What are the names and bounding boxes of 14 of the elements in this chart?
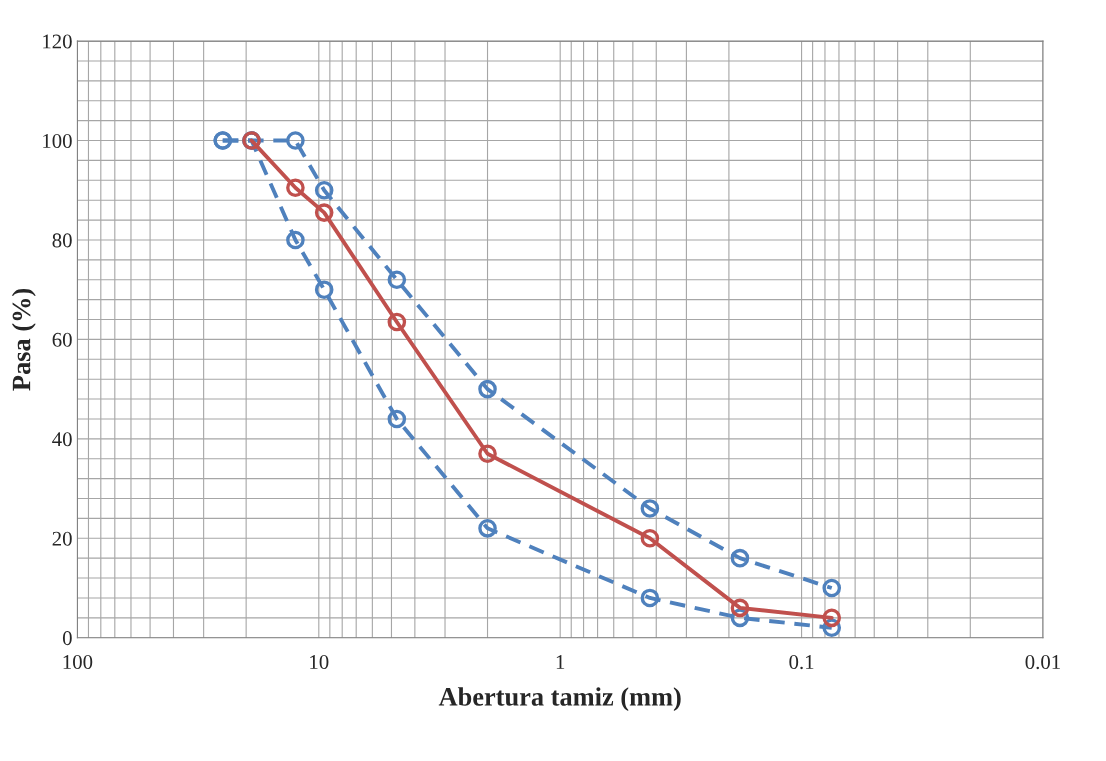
y-tick-label: 60 bbox=[52, 332, 72, 347]
x-axis-title: Abertura tamiz (mm) bbox=[438, 687, 681, 712]
x-tick-label: 0.1 bbox=[789, 654, 814, 670]
x-tick-label: 10 bbox=[310, 654, 329, 670]
x-tick-label: 1 bbox=[556, 655, 565, 669]
y-tick-label: 80 bbox=[52, 233, 72, 248]
x-tick-label: 0.01 bbox=[1025, 654, 1060, 670]
y-axis-title: Pasa (%) bbox=[11, 288, 36, 391]
y-tick-label: 20 bbox=[52, 531, 72, 546]
y-tick-label: 100 bbox=[43, 133, 72, 148]
x-tick-label: 100 bbox=[63, 654, 93, 670]
y-tick-label: 40 bbox=[52, 432, 72, 447]
y-tick-label: 0 bbox=[62, 631, 72, 646]
y-tick-label: 120 bbox=[43, 34, 72, 49]
